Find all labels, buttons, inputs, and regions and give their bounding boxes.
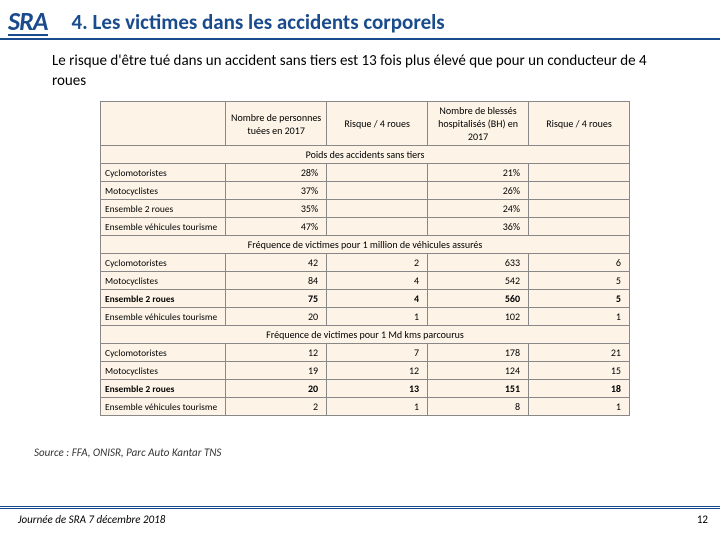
section-header-row: Fréquence de victimes pour 1 Md kms parc…: [101, 326, 630, 344]
col-header-1: Nombre de personnes tuées en 2017: [226, 102, 327, 146]
table-row: Cyclomotoristes12717821: [101, 344, 630, 362]
data-table: Nombre de personnes tuées en 2017 Risque…: [100, 101, 630, 416]
data-cell: [327, 164, 428, 182]
row-label: Ensemble 2 roues: [101, 200, 226, 218]
data-cell: 28%: [226, 164, 327, 182]
data-cell: 13: [327, 380, 428, 398]
slide-title: 4. Les victimes dans les accidents corpo…: [72, 9, 445, 35]
data-cell: 24%: [428, 200, 529, 218]
page-number: 12: [697, 513, 708, 526]
data-cell: 124: [428, 362, 529, 380]
data-cell: 12: [327, 362, 428, 380]
table-row: Ensemble véhicules tourisme47% 36%: [101, 218, 630, 236]
data-cell: 19: [226, 362, 327, 380]
row-label: Cyclomotoristes: [101, 344, 226, 362]
row-label: Motocyclistes: [101, 182, 226, 200]
row-label: Ensemble véhicules tourisme: [101, 398, 226, 416]
data-cell: 75: [226, 290, 327, 308]
row-label: Motocyclistes: [101, 362, 226, 380]
data-cell: 151: [428, 380, 529, 398]
data-cell: 21%: [428, 164, 529, 182]
table-row: Cyclomotoristes4226336: [101, 254, 630, 272]
table-row: Ensemble 2 roues7545605: [101, 290, 630, 308]
data-cell: 84: [226, 272, 327, 290]
data-cell: 21: [529, 344, 630, 362]
data-cell: 1: [327, 308, 428, 326]
footer: Journée de SRA 7 décembre 2018 12: [0, 506, 720, 526]
data-cell: 4: [327, 272, 428, 290]
col-header-4: Risque / 4 roues: [529, 102, 630, 146]
data-cell: 37%: [226, 182, 327, 200]
data-cell: 542: [428, 272, 529, 290]
table-row: Motocyclistes191212415: [101, 362, 630, 380]
data-cell: [327, 200, 428, 218]
data-cell: 6: [529, 254, 630, 272]
table-row: Motocyclistes37% 26%: [101, 182, 630, 200]
data-cell: 42: [226, 254, 327, 272]
col-header-2: Risque / 4 roues: [327, 102, 428, 146]
data-cell: [327, 218, 428, 236]
data-cell: 2: [226, 398, 327, 416]
row-label: Motocyclistes: [101, 272, 226, 290]
data-cell: 18: [529, 380, 630, 398]
source-text: Source : FFA, ONISR, Parc Auto Kantar TN…: [0, 416, 720, 459]
data-cell: [327, 182, 428, 200]
data-cell: 35%: [226, 200, 327, 218]
data-cell: 8: [428, 398, 529, 416]
footer-left: Journée de SRA 7 décembre 2018: [18, 513, 165, 526]
section-header-row: Fréquence de victimes pour 1 million de …: [101, 236, 630, 254]
section-label: Poids des accidents sans tiers: [101, 146, 630, 164]
data-cell: 15: [529, 362, 630, 380]
data-cell: [529, 218, 630, 236]
data-cell: 26%: [428, 182, 529, 200]
row-label: Ensemble 2 roues: [101, 380, 226, 398]
data-cell: [529, 164, 630, 182]
table-row: Ensemble 2 roues201315118: [101, 380, 630, 398]
table-row: Motocyclistes8445425: [101, 272, 630, 290]
data-cell: [529, 200, 630, 218]
col-header-3: Nombre de blessés hospitalisés (BH) en 2…: [428, 102, 529, 146]
row-label: Ensemble 2 roues: [101, 290, 226, 308]
slide-header: SRA 4. Les victimes dans les accidents c…: [0, 0, 720, 40]
data-cell: 5: [529, 290, 630, 308]
data-cell: 4: [327, 290, 428, 308]
section-label: Fréquence de victimes pour 1 Md kms parc…: [101, 326, 630, 344]
section-header-row: Poids des accidents sans tiers: [101, 146, 630, 164]
data-cell: 1: [529, 308, 630, 326]
data-cell: 36%: [428, 218, 529, 236]
table-row: Ensemble véhicules tourisme2181: [101, 398, 630, 416]
col-header-blank: [101, 102, 226, 146]
section-label: Fréquence de victimes pour 1 million de …: [101, 236, 630, 254]
logo: SRA: [8, 8, 48, 36]
data-cell: 102: [428, 308, 529, 326]
table-row: Cyclomotoristes28% 21%: [101, 164, 630, 182]
data-cell: 5: [529, 272, 630, 290]
data-cell: 12: [226, 344, 327, 362]
table-row: Ensemble 2 roues35% 24%: [101, 200, 630, 218]
data-cell: 47%: [226, 218, 327, 236]
row-label: Ensemble véhicules tourisme: [101, 218, 226, 236]
data-cell: 1: [327, 398, 428, 416]
row-label: Cyclomotoristes: [101, 164, 226, 182]
table-row: Ensemble véhicules tourisme2011021: [101, 308, 630, 326]
data-cell: 633: [428, 254, 529, 272]
header-row: Nombre de personnes tuées en 2017 Risque…: [101, 102, 630, 146]
table-container: Nombre de personnes tuées en 2017 Risque…: [0, 101, 720, 416]
row-label: Cyclomotoristes: [101, 254, 226, 272]
slide-subtitle: Le risque d'être tué dans un accident sa…: [0, 40, 720, 101]
data-cell: [529, 182, 630, 200]
data-cell: 2: [327, 254, 428, 272]
data-cell: 178: [428, 344, 529, 362]
row-label: Ensemble véhicules tourisme: [101, 308, 226, 326]
data-cell: 7: [327, 344, 428, 362]
data-cell: 1: [529, 398, 630, 416]
data-cell: 20: [226, 380, 327, 398]
data-cell: 560: [428, 290, 529, 308]
data-cell: 20: [226, 308, 327, 326]
